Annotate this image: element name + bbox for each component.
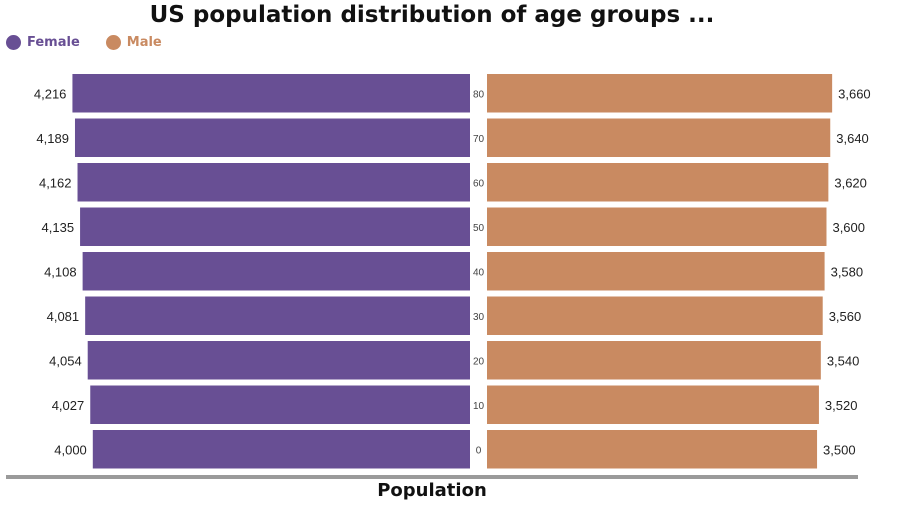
bar-male (487, 74, 833, 113)
legend-label-female: Female (27, 35, 80, 50)
legend-item-female[interactable]: Female (6, 35, 80, 50)
age-tick-label: 60 (473, 178, 485, 189)
bar-female (77, 163, 470, 202)
data-label-female: 4,189 (36, 131, 69, 146)
age-tick-label: 10 (473, 401, 485, 412)
data-label-female: 4,054 (49, 353, 82, 368)
bar-male (487, 296, 823, 335)
legend-label-male: Male (126, 35, 162, 50)
chart-title: US population distribution of age groups… (149, 2, 715, 28)
data-label-male: 3,580 (831, 264, 864, 279)
legend-swatch-male (105, 35, 121, 50)
data-label-male: 3,640 (836, 131, 869, 146)
data-label-female: 4,135 (42, 220, 75, 235)
data-label-male: 3,660 (838, 86, 871, 101)
data-label-female: 4,162 (39, 175, 72, 190)
x-axis-title: Population (377, 480, 487, 501)
bar-male (487, 118, 831, 157)
data-label-male: 3,600 (832, 220, 865, 235)
legend-item-male[interactable]: Male (105, 35, 162, 50)
data-label-male: 3,620 (834, 175, 867, 190)
data-label-female: 4,027 (52, 398, 85, 413)
data-label-male: 3,540 (827, 353, 860, 368)
bar-male (487, 430, 818, 469)
bar-male (487, 385, 819, 424)
data-label-female: 4,081 (47, 309, 80, 324)
bar-female (82, 252, 470, 291)
data-label-female: 4,000 (54, 442, 87, 457)
bar-female (80, 207, 470, 246)
age-tick-label: 80 (473, 89, 485, 100)
bar-female (87, 341, 471, 380)
data-label-male: 3,560 (829, 309, 862, 324)
x-axis-line (6, 475, 858, 479)
bar-male (487, 341, 821, 380)
age-tick-label: 70 (473, 134, 485, 145)
age-tick-label: 50 (473, 223, 485, 234)
age-tick-label: 0 (476, 445, 482, 456)
legend: Female Male (6, 35, 188, 50)
data-label-female: 4,108 (44, 264, 77, 279)
data-label-female: 4,216 (34, 86, 67, 101)
bar-male (487, 252, 825, 291)
bar-male (487, 163, 829, 202)
bar-female (90, 385, 470, 424)
age-tick-label: 40 (473, 267, 485, 278)
data-label-male: 3,520 (825, 398, 858, 413)
bar-female (85, 296, 471, 335)
bar-female (74, 118, 471, 157)
bar-female (72, 74, 470, 113)
legend-swatch-female (6, 35, 21, 50)
bar-male (487, 207, 827, 246)
data-label-male: 3,500 (823, 442, 856, 457)
bar-female (92, 430, 471, 469)
age-tick-label: 20 (473, 356, 485, 367)
age-tick-label: 30 (473, 312, 485, 323)
